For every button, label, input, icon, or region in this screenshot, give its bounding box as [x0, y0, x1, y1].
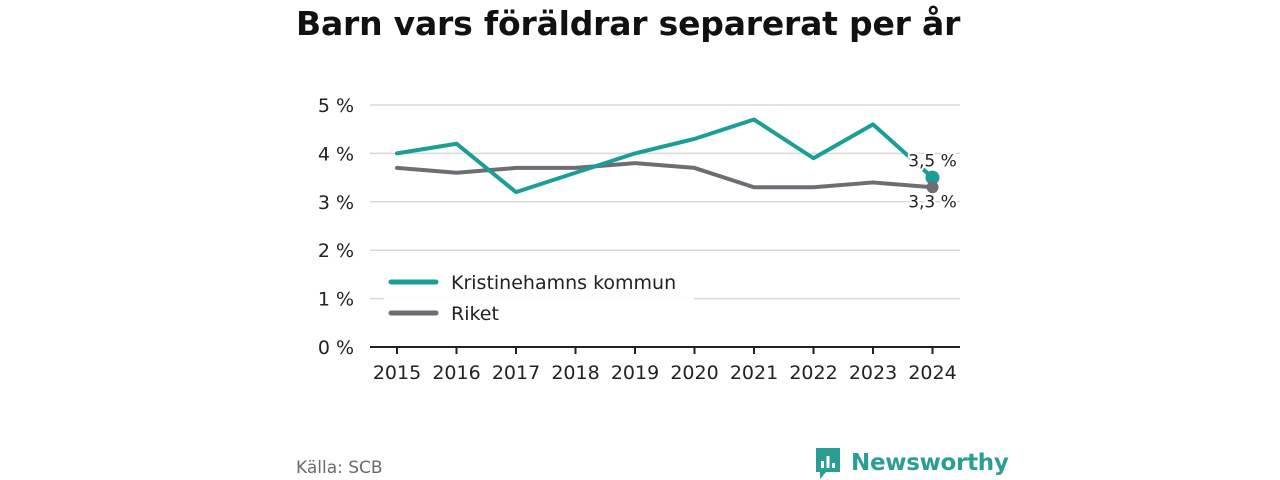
y-tick-label: 5 % — [318, 95, 354, 117]
y-tick-label: 4 % — [318, 143, 354, 165]
end-value-label: 3,5 % — [908, 152, 957, 172]
y-tick-label: 1 % — [318, 289, 354, 311]
x-tick-label: 2022 — [789, 362, 837, 384]
y-tick-label: 3 % — [318, 192, 354, 214]
x-tick-label: 2019 — [611, 362, 659, 384]
legend-label: Riket — [451, 303, 499, 325]
x-tick-label: 2018 — [551, 362, 599, 384]
brand-name: Newsworthy — [851, 450, 1009, 476]
legend-label: Kristinehamns kommun — [451, 272, 676, 294]
y-tick-label: 0 % — [318, 337, 354, 359]
chart-title: Barn vars föräldrar separerat per år — [296, 4, 961, 43]
series-line — [395, 117, 935, 195]
y-tick-label: 2 % — [318, 240, 354, 262]
x-tick-label: 2020 — [670, 362, 718, 384]
brand-logo: Newsworthy — [814, 446, 1009, 480]
series-end-point — [926, 181, 939, 194]
x-tick-label: 2017 — [492, 362, 540, 384]
x-tick-label: 2023 — [849, 362, 897, 384]
newsworthy-logo-icon — [816, 448, 840, 479]
x-tick-label: 2015 — [373, 362, 421, 384]
series-end-point — [925, 170, 940, 185]
x-tick-label: 2024 — [908, 362, 956, 384]
x-tick-label: 2016 — [432, 362, 480, 384]
end-value-label: 3,3 % — [908, 192, 957, 212]
series-line — [395, 161, 935, 190]
source-note: Källa: SCB — [296, 458, 383, 478]
x-tick-label: 2021 — [730, 362, 778, 384]
